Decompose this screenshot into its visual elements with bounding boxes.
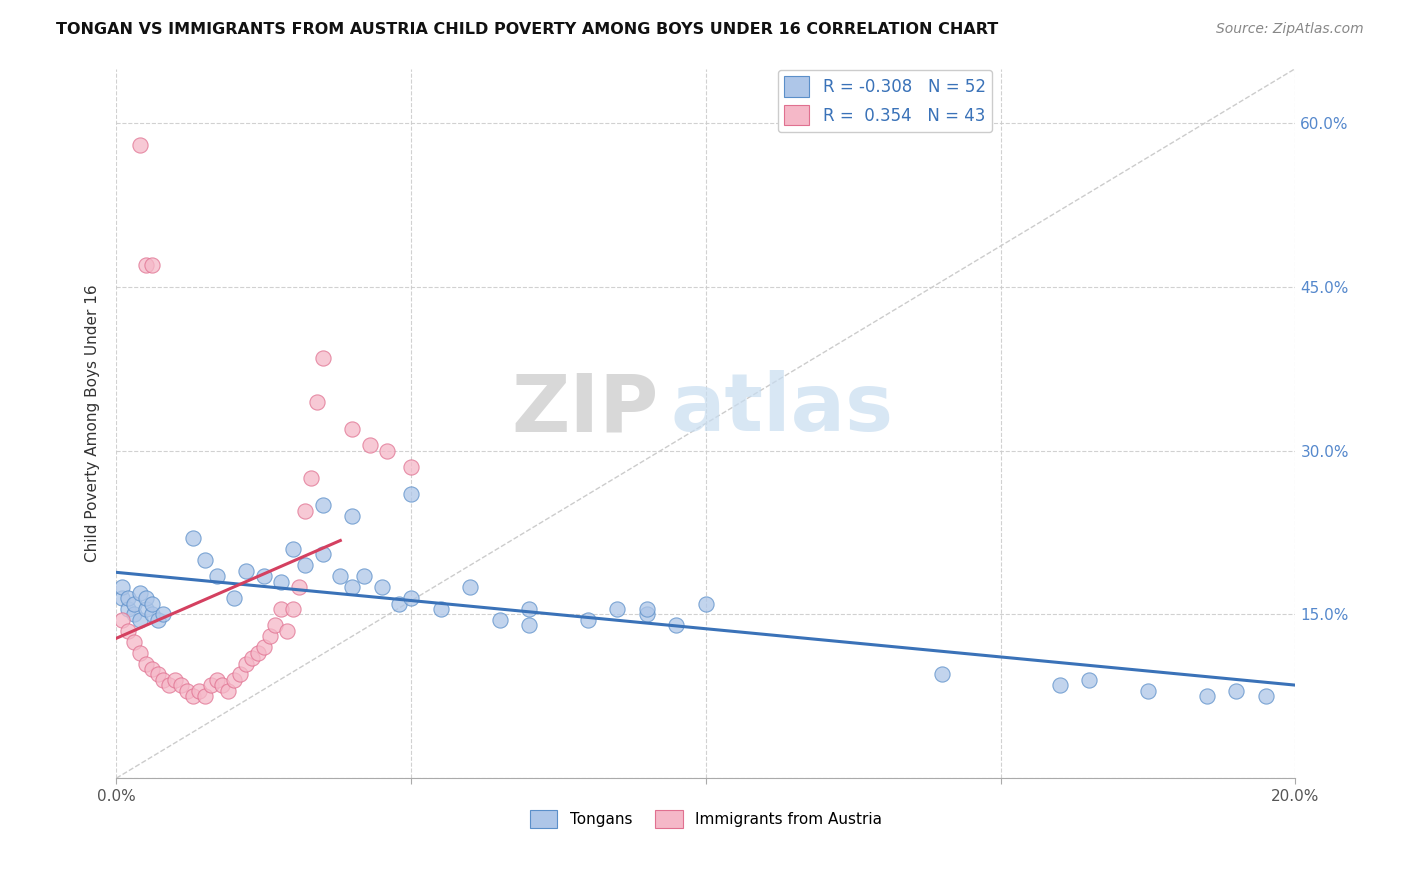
Point <box>359 438 381 452</box>
Point <box>388 597 411 611</box>
Point <box>146 667 169 681</box>
Point <box>152 607 174 622</box>
Point <box>1195 690 1218 704</box>
Point <box>429 602 451 616</box>
Point <box>128 137 150 152</box>
Point <box>141 597 163 611</box>
Point <box>517 602 540 616</box>
Point <box>205 673 228 687</box>
Point <box>340 422 363 436</box>
Point <box>276 624 298 638</box>
Point <box>117 602 139 616</box>
Point <box>340 509 363 524</box>
Point <box>117 591 139 605</box>
Point <box>141 258 163 272</box>
Point <box>294 504 316 518</box>
Point <box>111 613 134 627</box>
Point <box>181 690 204 704</box>
Text: atlas: atlas <box>671 370 894 448</box>
Point <box>353 569 375 583</box>
Point <box>157 678 180 692</box>
Point <box>636 602 658 616</box>
Point <box>141 607 163 622</box>
Point <box>329 569 352 583</box>
Point <box>117 624 139 638</box>
Point <box>370 580 392 594</box>
Point <box>399 460 422 475</box>
Point <box>1137 684 1160 698</box>
Point <box>187 684 209 698</box>
Point <box>111 591 134 605</box>
Point <box>194 690 217 704</box>
Point <box>152 673 174 687</box>
Point <box>281 602 304 616</box>
Point <box>1049 678 1071 692</box>
Point <box>224 591 246 605</box>
Point <box>311 351 333 365</box>
Point <box>340 580 363 594</box>
Point <box>517 618 540 632</box>
Point <box>270 602 292 616</box>
Point <box>458 580 481 594</box>
Point <box>170 678 193 692</box>
Point <box>235 564 257 578</box>
Point <box>229 667 252 681</box>
Point <box>606 602 628 616</box>
Point <box>122 597 145 611</box>
Point <box>294 558 316 573</box>
Point <box>399 591 422 605</box>
Point <box>695 597 717 611</box>
Point <box>135 258 157 272</box>
Point <box>305 394 328 409</box>
Point <box>165 673 187 687</box>
Point <box>205 569 228 583</box>
Legend: Tongans, Immigrants from Austria: Tongans, Immigrants from Austria <box>524 804 889 834</box>
Point <box>128 585 150 599</box>
Point <box>264 618 287 632</box>
Point <box>135 657 157 671</box>
Point <box>253 569 276 583</box>
Point <box>253 640 276 655</box>
Point <box>1078 673 1101 687</box>
Point <box>259 629 281 643</box>
Point <box>111 580 134 594</box>
Point <box>194 553 217 567</box>
Point <box>311 548 333 562</box>
Point <box>1254 690 1277 704</box>
Point <box>488 613 510 627</box>
Point <box>665 618 688 632</box>
Point <box>211 678 233 692</box>
Point <box>135 591 157 605</box>
Point <box>270 574 292 589</box>
Point <box>235 657 257 671</box>
Point <box>399 487 422 501</box>
Point <box>299 471 322 485</box>
Point <box>931 667 953 681</box>
Point <box>636 607 658 622</box>
Point <box>176 684 198 698</box>
Point <box>288 580 311 594</box>
Text: Source: ZipAtlas.com: Source: ZipAtlas.com <box>1216 22 1364 37</box>
Point <box>122 634 145 648</box>
Point <box>146 613 169 627</box>
Point <box>576 613 599 627</box>
Point <box>281 541 304 556</box>
Point <box>246 646 269 660</box>
Point <box>181 531 204 545</box>
Point <box>122 607 145 622</box>
Point <box>1225 684 1247 698</box>
Text: TONGAN VS IMMIGRANTS FROM AUSTRIA CHILD POVERTY AMONG BOYS UNDER 16 CORRELATION : TONGAN VS IMMIGRANTS FROM AUSTRIA CHILD … <box>56 22 998 37</box>
Point <box>128 613 150 627</box>
Point <box>377 443 399 458</box>
Point <box>128 646 150 660</box>
Point <box>217 684 239 698</box>
Point <box>224 673 246 687</box>
Point <box>141 662 163 676</box>
Point <box>240 651 263 665</box>
Point <box>135 602 157 616</box>
Text: ZIP: ZIP <box>512 370 658 448</box>
Point <box>311 498 333 512</box>
Point <box>200 678 222 692</box>
Y-axis label: Child Poverty Among Boys Under 16: Child Poverty Among Boys Under 16 <box>86 285 100 562</box>
